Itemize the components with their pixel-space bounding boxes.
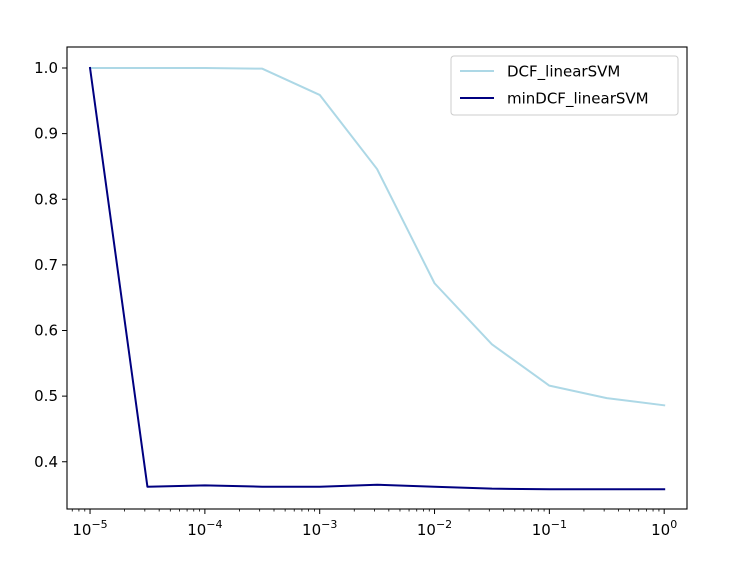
data-point-s1-7 — [491, 488, 493, 490]
y-axis: 0.4 0.5 0.6 0.7 0.8 0.9 1.0 — [34, 59, 67, 471]
data-point-s0-10 — [663, 404, 665, 406]
x-tick-label: 10−4 — [187, 518, 222, 539]
data-point-s0-3 — [261, 68, 263, 70]
data-point-s1-6 — [434, 486, 436, 488]
series-layer — [88, 66, 666, 491]
series-line-0 — [89, 67, 666, 407]
x-tick-label: 10−5 — [72, 518, 107, 539]
y-tick-label: 1.0 — [34, 59, 58, 77]
data-point-s0-6 — [434, 282, 436, 284]
x-tick-label: 10−2 — [417, 518, 452, 539]
data-point-s0-8 — [548, 385, 550, 387]
data-point-s1-4 — [319, 486, 321, 488]
x-tick-label: 100 — [651, 518, 677, 539]
legend-box — [450, 55, 679, 116]
data-point-s1-8 — [548, 488, 550, 490]
data-point-s0-2 — [204, 67, 206, 69]
y-tick-label: 0.8 — [34, 190, 58, 208]
y-tick-label: 0.5 — [34, 387, 58, 405]
data-point-s1-0 — [89, 67, 91, 69]
data-point-s1-9 — [606, 488, 608, 490]
x-axis: 10−5 10−4 10−3 10−2 10−1 100 — [71, 509, 677, 539]
legend-label-dcf: DCF_linearSVM — [507, 63, 620, 82]
data-point-s1-2 — [204, 484, 206, 486]
plot-frame — [66, 46, 688, 510]
y-tick-label: 0.9 — [34, 125, 58, 143]
x-tick-label: 10−1 — [532, 518, 567, 539]
data-point-s1-1 — [146, 486, 148, 488]
data-point-s1-10 — [663, 488, 665, 490]
legend-label-mindcf: minDCF_linearSVM — [507, 90, 649, 109]
legend: DCF_linearSVM minDCF_linearSVM — [450, 55, 679, 116]
data-point-s0-9 — [606, 397, 608, 399]
data-point-s0-1 — [146, 67, 148, 69]
series-line-1 — [88, 66, 666, 491]
data-point-s0-5 — [376, 168, 378, 170]
y-tick-label: 0.6 — [34, 322, 58, 340]
data-point-s0-4 — [319, 94, 321, 96]
data-point-s1-3 — [261, 486, 263, 488]
data-point-s0-7 — [491, 343, 493, 345]
x-tick-label: 10−3 — [302, 518, 337, 539]
data-point-s1-5 — [376, 484, 378, 486]
y-tick-label: 0.7 — [34, 256, 58, 274]
y-tick-label: 0.4 — [34, 453, 58, 471]
